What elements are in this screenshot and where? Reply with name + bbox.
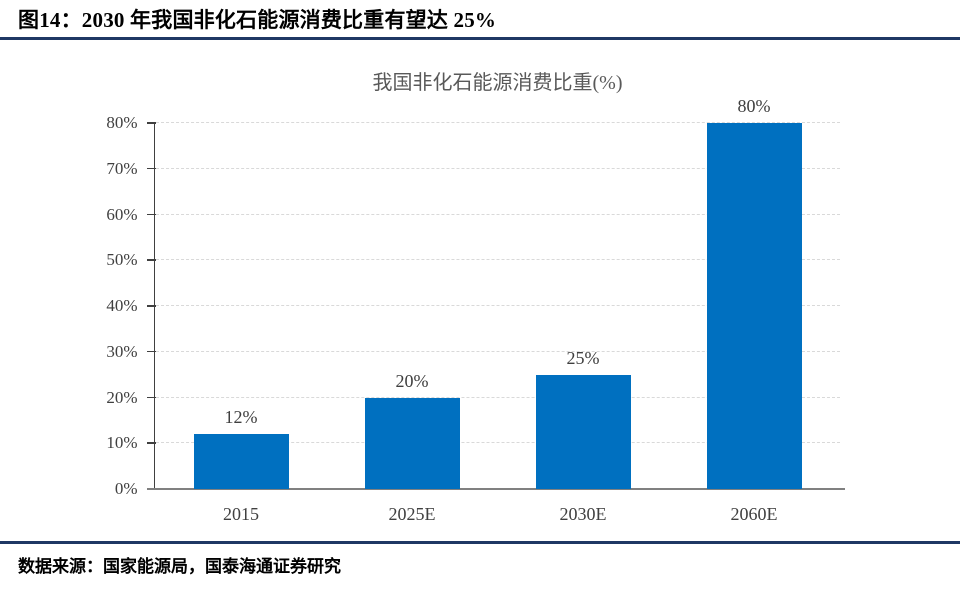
gridline xyxy=(155,122,840,123)
gridline xyxy=(155,259,840,261)
x-category-label: 2030E xyxy=(559,504,607,524)
y-tick-label: 70% xyxy=(106,158,138,178)
y-axis-tick xyxy=(146,442,156,444)
top-divider xyxy=(0,37,960,40)
y-tick-label: 20% xyxy=(106,387,138,407)
y-tick-label: 10% xyxy=(106,433,138,453)
bar-value-label: 25% xyxy=(566,347,600,368)
y-tick-label: 80% xyxy=(106,113,138,132)
y-tick-label: 50% xyxy=(106,250,138,270)
bar-2030E xyxy=(535,374,631,489)
y-axis-tick xyxy=(146,350,156,353)
y-axis-tick xyxy=(146,122,156,124)
y-axis-tick xyxy=(146,167,156,170)
y-axis-tick xyxy=(146,305,156,307)
y-tick-label: 60% xyxy=(106,204,138,224)
data-source-note: 数据来源：国家能源局，国泰海通证券研究 xyxy=(18,557,341,576)
y-tick-label: 40% xyxy=(106,296,138,315)
bar-value-label: 12% xyxy=(224,407,258,428)
gridline xyxy=(155,213,840,215)
bar-2025E xyxy=(364,397,460,489)
y-tick-label: 30% xyxy=(106,341,138,361)
x-category-label: 2025E xyxy=(388,504,436,524)
y-axis-tick xyxy=(146,396,156,399)
x-category-label: 2060E xyxy=(730,504,778,524)
bottom-divider xyxy=(0,541,960,544)
x-axis-line xyxy=(146,488,845,490)
chart-title: 我国非化石能源消费比重(%) xyxy=(372,72,623,94)
figure-caption: 图14：2030 年我国非化石能源消费比重有望达 25% xyxy=(18,8,497,32)
gridline xyxy=(155,396,840,398)
gridline xyxy=(155,350,840,352)
x-category-label: 2015 xyxy=(223,504,259,524)
y-axis-tick xyxy=(146,213,156,216)
bar-2060E xyxy=(706,123,802,489)
gridline xyxy=(155,167,840,169)
gridline xyxy=(155,305,840,306)
bar-value-label: 20% xyxy=(395,370,429,391)
y-axis-tick xyxy=(146,259,156,261)
y-axis-line xyxy=(153,123,156,489)
y-tick-label: 0% xyxy=(114,479,138,498)
gridline xyxy=(155,442,840,444)
bar-value-label: 80% xyxy=(737,96,771,116)
bar-2015 xyxy=(193,434,289,489)
